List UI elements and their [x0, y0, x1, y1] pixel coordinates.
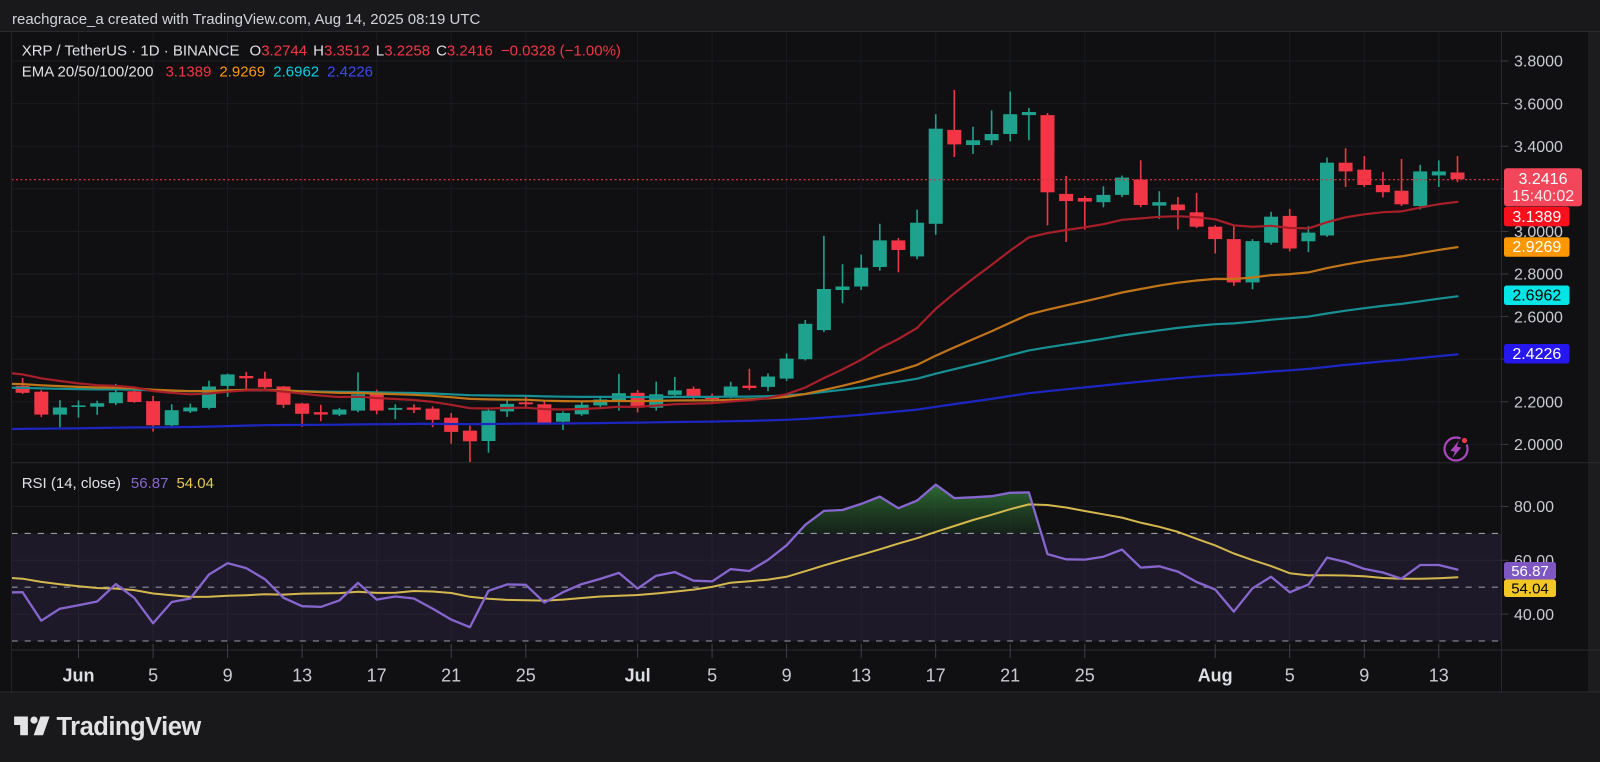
svg-text:13: 13: [292, 666, 312, 686]
svg-text:2.6000: 2.6000: [1514, 309, 1563, 326]
svg-text:2.6962: 2.6962: [1512, 287, 1561, 304]
svg-text:3.4000: 3.4000: [1514, 139, 1563, 156]
svg-text:2.8000: 2.8000: [1514, 267, 1563, 284]
svg-text:TradingView: TradingView: [57, 713, 202, 741]
svg-text:3.6000: 3.6000: [1514, 96, 1563, 113]
svg-text:13: 13: [851, 666, 871, 686]
svg-text:5: 5: [1285, 666, 1295, 686]
svg-text:2.4226: 2.4226: [1512, 346, 1561, 363]
svg-text:13: 13: [1429, 666, 1449, 686]
svg-text:2.0000: 2.0000: [1514, 437, 1563, 454]
svg-text:25: 25: [516, 666, 536, 686]
svg-text:15:40:02: 15:40:02: [1512, 188, 1574, 205]
svg-text:2.9269: 2.9269: [1512, 239, 1561, 256]
svg-text:Aug: Aug: [1198, 666, 1233, 686]
svg-text:9: 9: [782, 666, 792, 686]
svg-text:2.2000: 2.2000: [1514, 395, 1563, 412]
svg-text:21: 21: [1000, 666, 1020, 686]
svg-text:3.8000: 3.8000: [1514, 54, 1563, 71]
svg-text:Jun: Jun: [62, 666, 94, 686]
svg-text:3.0000: 3.0000: [1514, 224, 1563, 241]
svg-text:3.2416: 3.2416: [1519, 171, 1568, 188]
svg-text:5: 5: [707, 666, 717, 686]
svg-text:25: 25: [1075, 666, 1095, 686]
svg-text:56.87: 56.87: [1511, 563, 1549, 580]
svg-text:17: 17: [926, 666, 946, 686]
svg-text:40.00: 40.00: [1514, 607, 1554, 624]
svg-text:54.04: 54.04: [1511, 581, 1549, 598]
svg-text:21: 21: [441, 666, 461, 686]
svg-text:5: 5: [148, 666, 158, 686]
svg-text:9: 9: [223, 666, 233, 686]
svg-text:9: 9: [1359, 666, 1369, 686]
svg-text:17: 17: [367, 666, 387, 686]
svg-text:Jul: Jul: [625, 666, 651, 686]
svg-text:reachgrace_a created with Trad: reachgrace_a created with TradingView.co…: [12, 11, 481, 28]
svg-text:3.1389: 3.1389: [1512, 209, 1561, 226]
svg-text:80.00: 80.00: [1514, 499, 1554, 516]
